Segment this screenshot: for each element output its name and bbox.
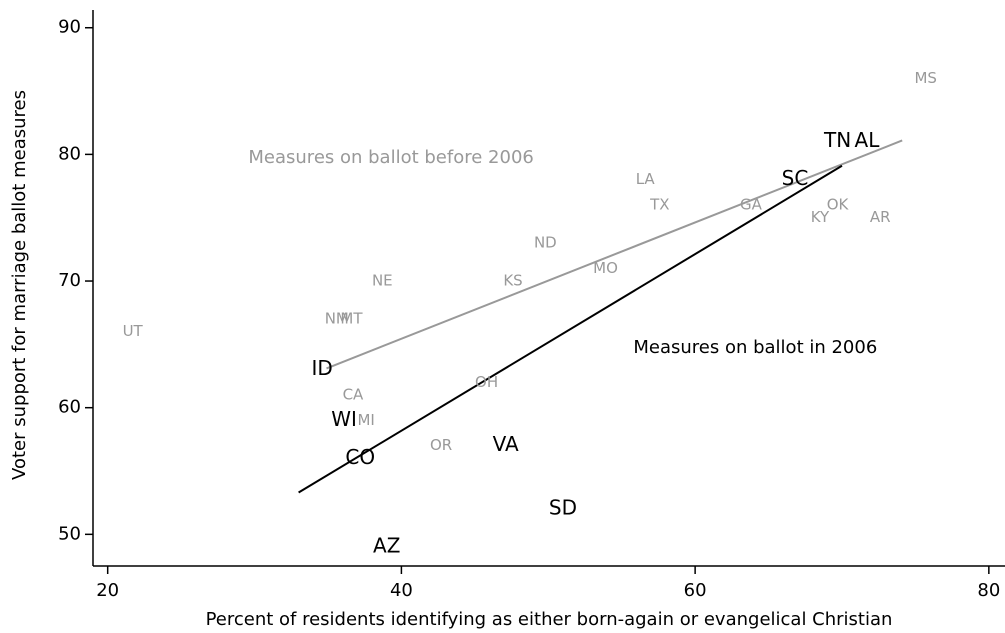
point-label: SC bbox=[782, 166, 809, 190]
point-label: MI bbox=[357, 411, 374, 429]
point-label: MS bbox=[914, 69, 936, 87]
point-label: AL bbox=[855, 128, 881, 152]
point-label: CO bbox=[345, 445, 375, 469]
y-tick-label: 80 bbox=[58, 143, 81, 164]
point-label: NE bbox=[372, 272, 393, 290]
annotation: Measures on ballot before 2006 bbox=[248, 147, 533, 168]
point-label: MT bbox=[340, 310, 363, 328]
point-label: OH bbox=[475, 373, 498, 391]
point-label: OR bbox=[430, 436, 452, 454]
point-label: MO bbox=[593, 259, 618, 277]
x-tick-label: 40 bbox=[390, 580, 413, 601]
point-label: TX bbox=[649, 196, 669, 214]
y-tick-label: 70 bbox=[58, 270, 81, 291]
point-label: UT bbox=[123, 322, 144, 340]
point-label: WI bbox=[331, 407, 357, 431]
fit-line bbox=[298, 164, 843, 494]
point-label: GA bbox=[740, 196, 763, 214]
annotation: Measures on ballot in 2006 bbox=[633, 337, 877, 358]
y-tick-label: 90 bbox=[58, 17, 81, 38]
x-tick-label: 20 bbox=[96, 580, 119, 601]
point-label: KY bbox=[811, 208, 830, 226]
x-axis-label: Percent of residents identifying as eith… bbox=[206, 609, 893, 630]
point-label: TN bbox=[823, 128, 851, 152]
point-label: SD bbox=[549, 496, 577, 520]
x-tick-label: 60 bbox=[684, 580, 707, 601]
point-label: ND bbox=[534, 234, 557, 252]
point-label: NM bbox=[325, 310, 349, 328]
y-tick-label: 60 bbox=[58, 397, 81, 418]
x-tick-label: 80 bbox=[977, 580, 1000, 601]
point-label: LA bbox=[636, 170, 656, 188]
y-axis-label: Voter support for marriage ballot measur… bbox=[9, 90, 30, 480]
y-tick-label: 50 bbox=[58, 523, 81, 544]
point-label: AR bbox=[870, 208, 891, 226]
point-label: AZ bbox=[373, 534, 400, 558]
point-label: KS bbox=[503, 272, 522, 290]
point-label: CA bbox=[343, 386, 364, 404]
fit-line bbox=[326, 139, 903, 370]
point-label: VA bbox=[493, 432, 519, 456]
point-label: ID bbox=[311, 356, 332, 380]
point-label: OK bbox=[827, 196, 850, 214]
